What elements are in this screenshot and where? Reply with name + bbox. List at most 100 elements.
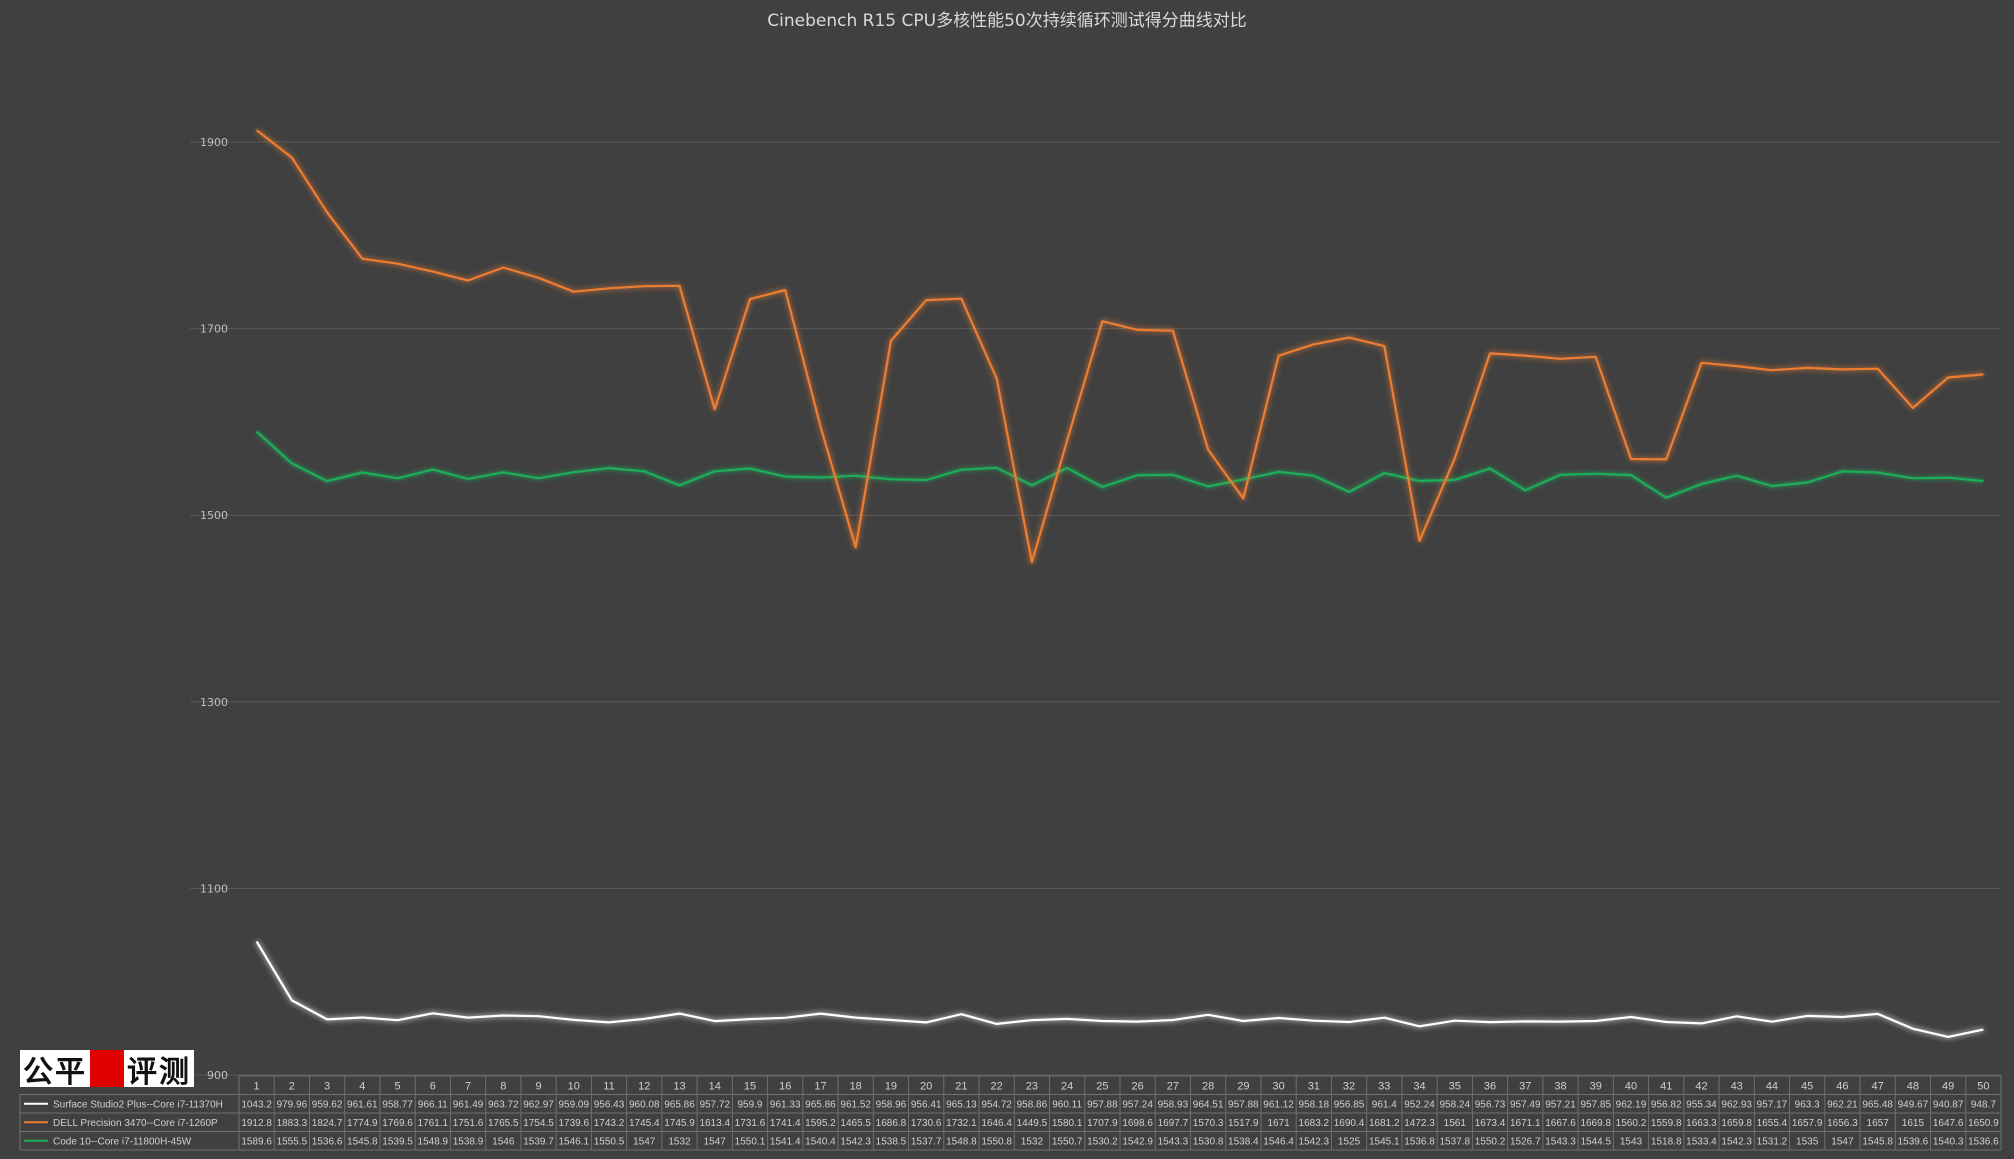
data-cell: 960.11: [1052, 1099, 1082, 1110]
data-cell: 1536.6: [1968, 1136, 1999, 1147]
data-cell: 1681.2: [1369, 1118, 1400, 1129]
x-tick-label: 18: [850, 1081, 862, 1093]
y-tick-label: 1900: [200, 136, 228, 149]
data-cell: 958.24: [1439, 1099, 1470, 1110]
data-cell: 956.43: [594, 1099, 625, 1110]
data-cell: 1730.6: [911, 1118, 942, 1129]
data-cell: 1526.7: [1510, 1136, 1541, 1147]
data-cell: 1530.8: [1193, 1136, 1224, 1147]
data-cell: 958.86: [1017, 1099, 1048, 1110]
x-tick-label: 28: [1202, 1081, 1214, 1093]
data-cell: 1550.2: [1475, 1136, 1506, 1147]
data-cell: 1539.6: [1898, 1136, 1929, 1147]
data-cell: 1547: [1831, 1136, 1854, 1147]
data-cell: 964.51: [1193, 1099, 1224, 1110]
brand-logo: 公平 评测: [20, 1050, 194, 1090]
data-cell: 1538.4: [1228, 1136, 1259, 1147]
data-cell: 961.52: [840, 1099, 871, 1110]
x-tick-label: 42: [1695, 1081, 1707, 1093]
data-cell: 958.18: [1299, 1099, 1330, 1110]
data-cell: 1595.2: [805, 1118, 836, 1129]
data-cell: 956.41: [911, 1099, 942, 1110]
data-cell: 1669.8: [1580, 1118, 1611, 1129]
data-cell: 1545.8: [1862, 1136, 1893, 1147]
data-cell: 1537.8: [1439, 1136, 1470, 1147]
data-cell: 959.09: [558, 1099, 589, 1110]
data-cell: 1449.5: [1017, 1118, 1048, 1129]
x-tick-label: 25: [1096, 1081, 1108, 1093]
x-tick-label: 14: [709, 1081, 721, 1093]
data-cell: 1537.7: [911, 1136, 942, 1147]
x-tick-label: 12: [638, 1081, 650, 1093]
data-cell: 961.49: [453, 1099, 484, 1110]
x-tick-label: 36: [1484, 1081, 1496, 1093]
x-tick-label: 29: [1237, 1081, 1249, 1093]
data-cell: 1615: [1902, 1118, 1925, 1129]
data-cell: 1683.2: [1299, 1118, 1330, 1129]
x-tick-label: 45: [1801, 1081, 1813, 1093]
x-tick-label: 1: [254, 1081, 260, 1093]
data-cell: 958.93: [1158, 1099, 1189, 1110]
data-cell: 1765.5: [488, 1118, 519, 1129]
legend-label: DELL Precision 3470--Core i7-1260P: [53, 1118, 218, 1129]
data-cell: 952.24: [1404, 1099, 1435, 1110]
data-cell: 1548.8: [946, 1136, 977, 1147]
x-tick-label: 43: [1731, 1081, 1743, 1093]
data-cell: 957.21: [1545, 1099, 1576, 1110]
x-tick-label: 23: [1026, 1081, 1038, 1093]
x-tick-label: 13: [673, 1081, 685, 1093]
data-cell: 1518.8: [1651, 1136, 1682, 1147]
x-tick-label: 39: [1590, 1081, 1602, 1093]
data-cell: 1545.8: [347, 1136, 378, 1147]
data-cell: 1655.4: [1757, 1118, 1788, 1129]
x-tick-label: 50: [1977, 1081, 1989, 1093]
data-cell: 962.97: [523, 1099, 554, 1110]
logo-red-block: [90, 1050, 124, 1087]
data-cell: 1542.3: [840, 1136, 871, 1147]
data-cell: 959.9: [737, 1099, 762, 1110]
data-cell: 1589.6: [241, 1136, 272, 1147]
data-cell: 979.96: [277, 1099, 308, 1110]
x-tick-label: 22: [991, 1081, 1003, 1093]
x-tick-label: 31: [1308, 1081, 1320, 1093]
logo-text-left: 公平: [20, 1050, 90, 1090]
data-cell: 1546.4: [1263, 1136, 1294, 1147]
x-tick-label: 2: [289, 1081, 295, 1093]
x-tick-label: 40: [1625, 1081, 1637, 1093]
logo-text-right: 评测: [124, 1050, 194, 1090]
data-cell: 1543: [1620, 1136, 1643, 1147]
data-cell: 965.13: [946, 1099, 977, 1110]
data-cell: 961.33: [770, 1099, 801, 1110]
data-cell: 948.7: [1971, 1099, 1996, 1110]
data-cell: 1580.1: [1052, 1118, 1083, 1129]
data-cell: 1536.8: [1404, 1136, 1435, 1147]
x-tick-label: 4: [359, 1081, 365, 1093]
x-tick-label: 20: [920, 1081, 932, 1093]
x-tick-label: 30: [1272, 1081, 1284, 1093]
data-cell: 1686.8: [876, 1118, 907, 1129]
y-tick-label: 1300: [200, 696, 228, 709]
data-cell: 940.87: [1933, 1099, 1964, 1110]
x-tick-label: 48: [1907, 1081, 1919, 1093]
data-cell: 959.62: [312, 1099, 343, 1110]
data-cell: 1671: [1267, 1118, 1290, 1129]
data-cell: 958.77: [382, 1099, 413, 1110]
data-cell: 1751.6: [453, 1118, 484, 1129]
data-cell: 1550.8: [981, 1136, 1012, 1147]
data-cell: 1698.6: [1122, 1118, 1153, 1129]
data-cell: 1542.3: [1721, 1136, 1752, 1147]
data-cell: 956.82: [1651, 1099, 1682, 1110]
data-cell: 1542.9: [1122, 1136, 1153, 1147]
x-tick-label: 49: [1942, 1081, 1954, 1093]
data-cell: 1663.3: [1686, 1118, 1717, 1129]
legend-label: Code 10--Core i7-11800H-45W: [53, 1136, 192, 1147]
data-cell: 1539.5: [382, 1136, 413, 1147]
data-cell: 1547: [633, 1136, 656, 1147]
series-line-2: [255, 129, 1984, 564]
y-tick-label: 1100: [200, 882, 228, 895]
data-cell: 1769.6: [382, 1118, 413, 1129]
series-line-1: [255, 940, 1984, 1039]
data-cell: 1546: [492, 1136, 515, 1147]
data-cell: 949.67: [1898, 1099, 1929, 1110]
data-cell: 1883.3: [277, 1118, 308, 1129]
